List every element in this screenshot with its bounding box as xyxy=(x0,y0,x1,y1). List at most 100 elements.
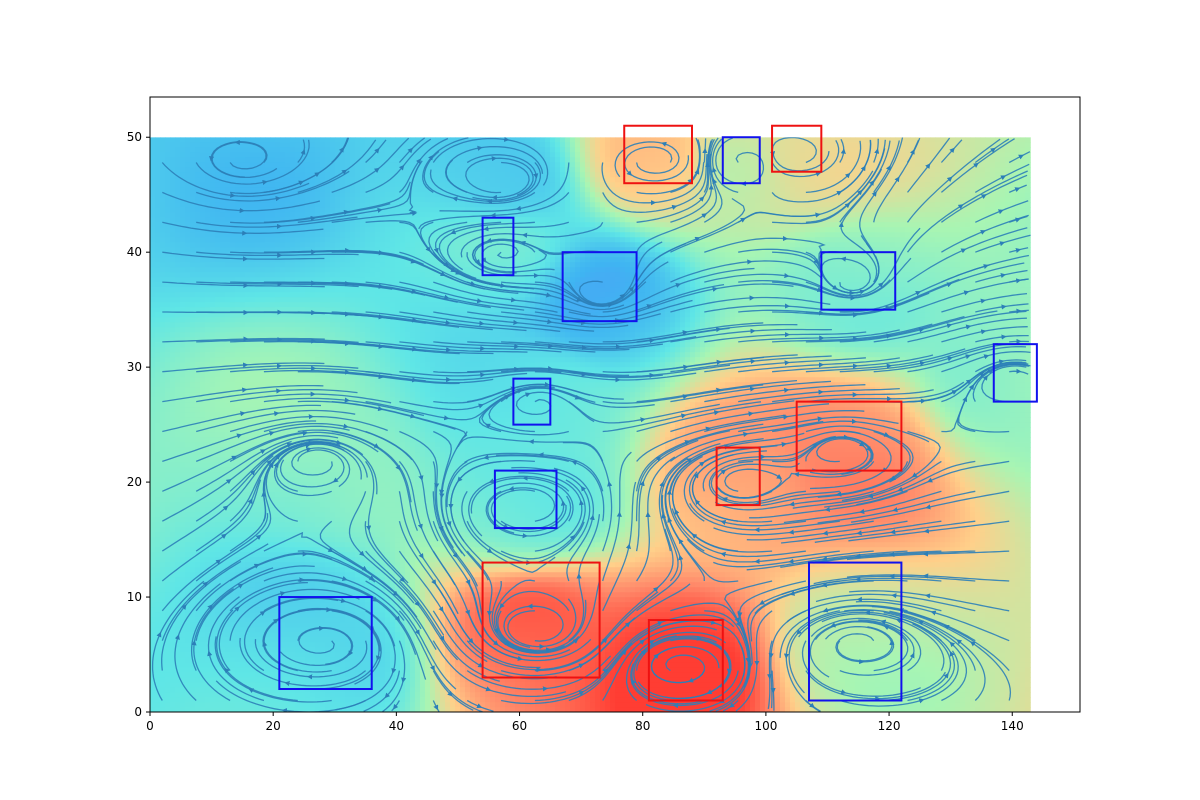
streamline xyxy=(860,139,886,193)
streamline xyxy=(297,207,383,223)
streamline xyxy=(809,449,872,475)
streamline xyxy=(772,336,859,343)
streamline xyxy=(161,581,209,641)
streamline xyxy=(1018,309,1029,312)
streamline xyxy=(855,354,934,367)
streamline xyxy=(888,140,900,168)
streamline xyxy=(798,611,868,638)
streamline xyxy=(715,283,794,290)
streamline xyxy=(528,521,585,564)
streamline xyxy=(822,520,908,536)
streamline xyxy=(735,151,765,187)
streamline xyxy=(683,461,705,522)
streamline xyxy=(602,511,622,582)
streamline xyxy=(805,172,851,194)
streamline xyxy=(754,550,840,564)
streamline xyxy=(499,590,570,612)
streamline xyxy=(494,157,534,196)
streamline xyxy=(821,329,900,339)
streamline xyxy=(856,480,930,506)
streamline xyxy=(907,379,972,403)
streamline xyxy=(305,431,379,453)
streamline xyxy=(668,447,722,493)
streamline xyxy=(196,337,283,343)
streamline xyxy=(461,490,493,554)
streamline xyxy=(699,637,732,688)
streamline xyxy=(196,221,283,230)
streamline xyxy=(859,191,877,253)
streamline xyxy=(713,560,791,568)
streamline xyxy=(397,619,427,680)
streamline xyxy=(244,384,324,391)
streamline xyxy=(431,137,469,158)
streamline xyxy=(873,323,953,343)
streamline xyxy=(694,499,773,523)
streamline xyxy=(331,580,401,622)
streamline xyxy=(365,251,446,277)
streamline xyxy=(661,442,721,485)
streamline xyxy=(622,241,663,296)
streamline xyxy=(210,158,278,179)
streamline xyxy=(927,460,1010,483)
streamline xyxy=(484,249,548,269)
streamline xyxy=(975,241,1006,253)
streamline xyxy=(162,336,249,343)
streamline xyxy=(297,371,384,380)
streamline xyxy=(501,341,588,351)
streamline xyxy=(642,625,717,642)
streamline xyxy=(308,447,351,488)
streamline xyxy=(347,399,425,417)
streamline xyxy=(670,217,746,253)
streamline xyxy=(858,619,915,656)
streamline xyxy=(433,341,520,349)
streamline xyxy=(754,520,840,533)
streamline xyxy=(788,520,874,535)
streamline xyxy=(968,317,1027,328)
streamline xyxy=(678,267,755,286)
streamline xyxy=(704,273,790,283)
streamline xyxy=(467,381,550,403)
streamline xyxy=(738,279,823,293)
streamline xyxy=(528,439,604,462)
streamline xyxy=(602,413,687,433)
streamline xyxy=(377,137,410,170)
streamline xyxy=(708,414,786,430)
streamline xyxy=(974,147,996,164)
streamline xyxy=(903,611,973,644)
blue-region-box xyxy=(721,136,761,185)
streamline xyxy=(1004,303,1029,308)
streamline xyxy=(365,341,452,353)
streamline xyxy=(162,411,246,433)
streamline xyxy=(772,150,830,172)
streamline xyxy=(972,369,994,402)
streamline xyxy=(783,511,862,524)
streamline xyxy=(534,637,608,672)
streamline xyxy=(801,640,847,695)
streamline xyxy=(817,509,895,524)
streamline xyxy=(642,439,699,484)
streamline xyxy=(714,501,792,511)
streamline xyxy=(722,705,732,712)
streamline xyxy=(161,604,187,671)
streamline xyxy=(259,475,272,537)
streamline xyxy=(508,486,556,522)
streamline xyxy=(647,456,676,515)
streamline xyxy=(724,580,773,624)
streamline xyxy=(983,292,1028,302)
streamline xyxy=(631,635,677,682)
streamline xyxy=(652,631,727,644)
streamline xyxy=(678,538,739,583)
streamline xyxy=(445,460,468,527)
streamline xyxy=(465,156,502,194)
streamline xyxy=(331,430,401,471)
streamline xyxy=(839,360,926,373)
streamline xyxy=(602,543,631,612)
streamline xyxy=(709,660,750,712)
streamline xyxy=(805,189,863,223)
streamline xyxy=(466,281,552,298)
streamline xyxy=(941,229,986,253)
streamline xyxy=(195,430,275,463)
streamline xyxy=(440,495,466,557)
streamline xyxy=(760,493,839,507)
streamline xyxy=(162,251,249,262)
